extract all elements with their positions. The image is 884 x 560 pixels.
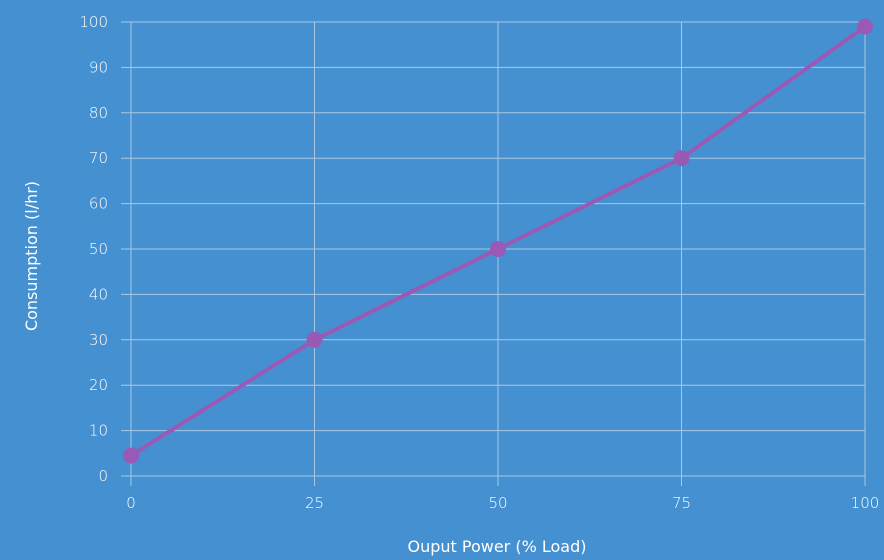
x-tick-label: 100 <box>851 494 880 512</box>
x-tick-label: 0 <box>126 494 136 512</box>
y-axis-ticks: 0 10 20 30 40 50 60 70 80 90 100 <box>79 13 108 485</box>
y-axis-label: Consumption (l/hr) <box>22 181 41 331</box>
y-tick-label: 20 <box>89 376 108 394</box>
data-point <box>857 18 873 35</box>
data-point <box>490 241 506 257</box>
y-tick-label: 90 <box>89 58 108 76</box>
x-axis-label: Ouput Power (% Load) <box>407 537 586 556</box>
x-axis-ticks: 0 25 50 75 100 <box>126 494 879 512</box>
y-tick-label: 40 <box>89 285 108 303</box>
y-tick-label: 10 <box>89 422 108 440</box>
data-point <box>123 447 139 464</box>
x-tick-label: 50 <box>488 494 507 512</box>
y-tick-label: 60 <box>89 195 108 213</box>
y-tick-label: 70 <box>89 149 108 167</box>
y-tick-label: 100 <box>79 13 108 31</box>
series-group <box>123 18 873 464</box>
data-point <box>306 331 323 348</box>
y-tick-label: 30 <box>89 331 108 349</box>
y-tick-label: 80 <box>89 104 108 122</box>
y-tick-label: 50 <box>89 240 108 258</box>
x-tick-label: 75 <box>672 494 691 512</box>
data-point <box>673 150 690 167</box>
x-tick-label: 25 <box>305 494 324 512</box>
y-tick-label: 0 <box>98 467 108 485</box>
